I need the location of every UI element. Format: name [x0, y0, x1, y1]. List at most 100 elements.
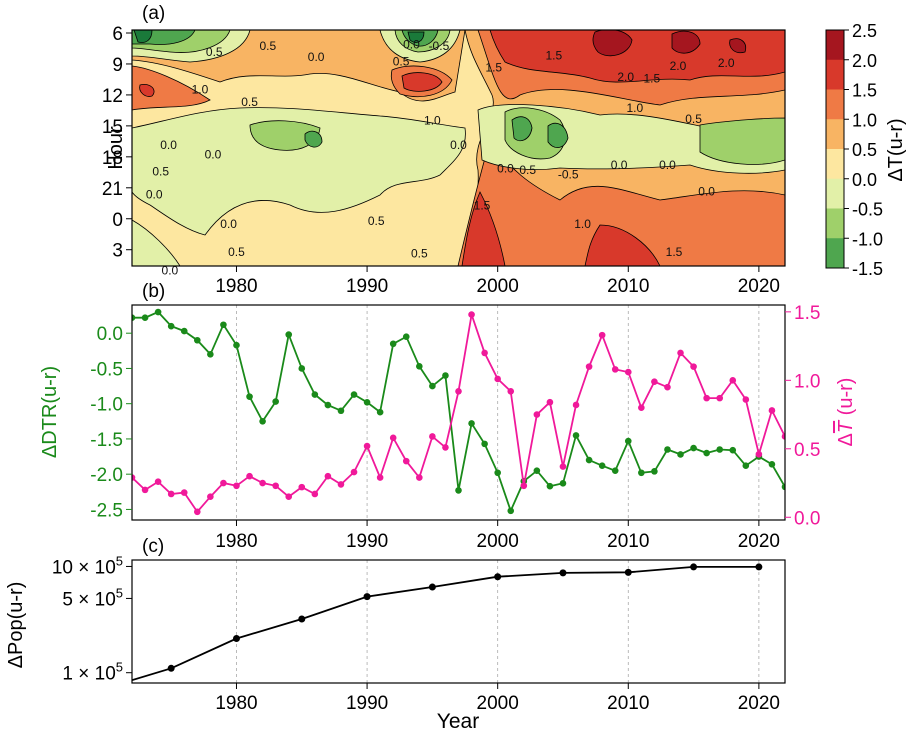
series-point	[677, 451, 684, 458]
y-tick-label: 12	[102, 86, 123, 107]
panel-c-label: (c)	[142, 536, 164, 557]
series-point	[246, 472, 253, 480]
series-point	[416, 474, 423, 481]
series-point	[638, 469, 645, 477]
contour-label: 0.5	[519, 163, 536, 177]
panel-c-population: (c) 10 × 105 5 × 105 1 × 105 1980 1990 2000 2…	[5, 536, 786, 733]
contour-band-neg05-2013	[699, 117, 785, 165]
series-point	[664, 383, 671, 391]
colorbar-swatch	[826, 178, 844, 209]
contour-label: 1.5	[545, 48, 562, 62]
series-point	[572, 432, 580, 439]
series-point	[598, 462, 606, 470]
series-point	[429, 433, 436, 440]
series-point	[141, 486, 149, 494]
series-point	[651, 378, 658, 385]
series-point	[337, 407, 345, 415]
series-point	[664, 446, 671, 453]
series-point	[507, 387, 515, 395]
series-point	[311, 490, 319, 498]
series-point	[167, 490, 175, 498]
contour-label: 2.0	[617, 70, 634, 84]
x-tick-label: 2000	[477, 693, 519, 714]
series-point	[324, 401, 332, 409]
y-tick-label: 1 × 105	[62, 660, 123, 685]
panel-a-x-ticks: 1980 1990 2000 2010 2020	[215, 266, 780, 297]
colorbar: 2.5 2.0 1.5 1.0 0.5 0.0 -0.5 -1.0 -1.5	[825, 21, 883, 279]
y-tick-label: 3	[112, 241, 123, 262]
x-tick-label: 1990	[346, 693, 388, 714]
series-point	[402, 457, 410, 465]
contour-band-1p5-lower	[461, 191, 506, 266]
x-tick-label: 2000	[477, 276, 519, 297]
series-point	[624, 437, 632, 445]
panel-b-left-label: ΔDTR(u-r)	[39, 366, 61, 458]
series-point	[324, 472, 332, 480]
contour-label: 0.5	[206, 45, 223, 59]
colorbar-tick-label: -0.5	[852, 200, 883, 220]
contour-label: 0.5	[393, 55, 410, 69]
series-point	[416, 363, 423, 370]
series-point	[429, 382, 436, 390]
panel-b-grid	[236, 305, 760, 520]
contour-band-neg10-2002	[511, 116, 533, 142]
series-point	[167, 322, 175, 330]
series-point	[585, 456, 593, 464]
series-point	[481, 440, 488, 448]
series-point	[755, 450, 763, 458]
y-tick-label: 5 × 105	[62, 585, 123, 610]
left-tick-label: -0.5	[90, 359, 123, 380]
colorbar-tick-label: -1.0	[852, 229, 883, 249]
population-point	[494, 573, 502, 581]
colorbar-tick-label: 2.5	[852, 21, 877, 41]
series-point	[285, 331, 293, 338]
y-tick-label: 6	[112, 24, 123, 45]
population-line	[132, 566, 759, 682]
series-point	[520, 482, 528, 490]
contour-band-1p5-1994	[401, 72, 443, 92]
series-point	[455, 487, 462, 494]
panel-b-label: (b)	[142, 281, 165, 302]
series-point	[716, 446, 723, 453]
contour-label: -0.5	[429, 39, 450, 53]
contour-label: 0.0	[220, 217, 237, 231]
series-point	[533, 411, 541, 418]
series-point	[703, 394, 710, 402]
contour-label: 1.5	[666, 245, 683, 259]
panel-a-frame	[131, 29, 786, 267]
x-tick-label: 1990	[346, 276, 388, 297]
contour-band-neg10-2005	[547, 122, 569, 148]
panel-c-x-ticks: 1980 1990 2000 2010 2020	[215, 683, 780, 714]
right-tick-label: 0.0	[794, 508, 820, 529]
series-point	[298, 365, 306, 372]
series-line	[132, 310, 785, 514]
left-tick-label: 0.0	[97, 324, 123, 345]
population-point	[298, 615, 306, 623]
contour-labels: 0.5 0.5 0.0 0.5 0.0 -0.5 1.0 0.5 1.0 1.5 1.5 2.0 1.5…	[146, 37, 735, 277]
left-tick-label: -1.0	[90, 395, 123, 416]
tbar-symbol: T	[835, 419, 857, 433]
x-tick-label: 2010	[607, 693, 649, 714]
panel-c-y-ticks: 10 × 105 5 × 105 1 × 105	[52, 553, 132, 685]
series-point	[455, 387, 462, 395]
series-point	[494, 469, 501, 477]
panel-a-heatmap: (a)	[102, 3, 907, 297]
panel-c-series	[132, 563, 763, 682]
panel-b-right-label: ΔT (u-r)	[835, 378, 857, 447]
series-point	[389, 340, 397, 348]
panel-a-y-label: Hour	[105, 126, 127, 170]
panel-b-right-ticks: 1.5 1.0 0.5 0.0	[785, 303, 820, 529]
panel-b-lines: (b) 0.0 -0.5 -1.0 -1.5 -2.0 -2.5 1.5 1.0 0.5 0.0…	[39, 281, 857, 552]
right-tick-label: 1.5	[794, 303, 820, 324]
contour-band-2p0-top	[592, 30, 633, 57]
contour-label: 0.5	[241, 95, 258, 109]
series-point	[272, 398, 279, 405]
series-point	[285, 493, 293, 501]
population-point	[167, 664, 175, 672]
contour-label: 0.5	[368, 214, 385, 228]
series-point	[546, 398, 554, 406]
series-point	[233, 341, 240, 349]
contour-label: 1.5	[485, 61, 502, 75]
contour-label: 0.0	[497, 161, 514, 175]
series-point	[768, 461, 776, 468]
